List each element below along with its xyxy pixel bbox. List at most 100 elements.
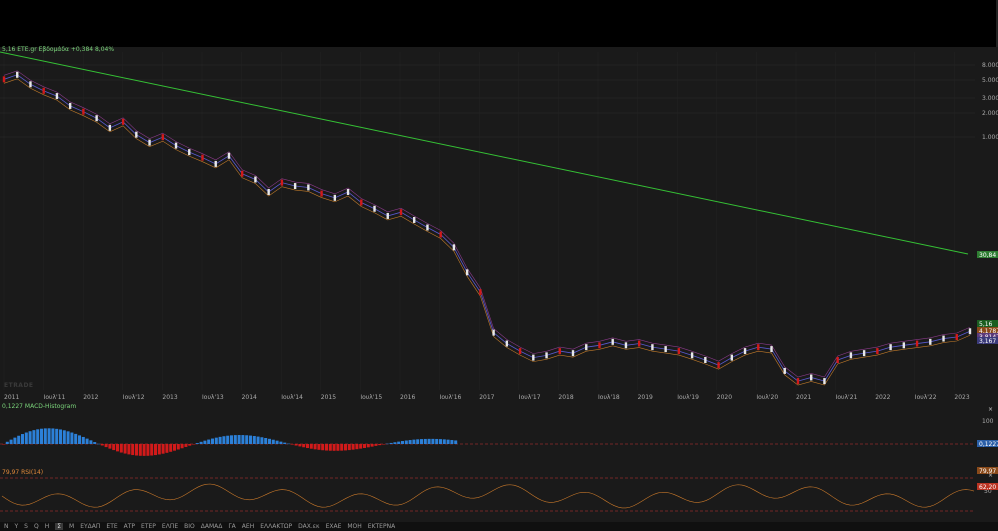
macd-histogram-bar — [51, 428, 55, 444]
price-candle — [889, 344, 892, 351]
x-tick-label: Ιουλ'11 — [44, 394, 66, 401]
x-tick-label: 2023 — [954, 394, 969, 401]
macd-histogram-bar — [17, 435, 21, 444]
toolbar-item[interactable]: ΕΤΕ — [106, 523, 118, 530]
toolbar-item[interactable]: Μ — [69, 523, 75, 530]
price-label-badge — [977, 337, 998, 344]
price-candle — [545, 352, 548, 359]
price-candle — [108, 124, 112, 131]
x-tick-label: 2018 — [558, 394, 573, 401]
macd-histogram-bar — [165, 444, 169, 453]
toolbar-item[interactable]: ΓΑ — [228, 523, 236, 530]
toolbar-item[interactable]: ΕΛΛΑΚΤΩΡ — [260, 523, 293, 530]
macd-histogram-bar — [40, 428, 43, 444]
macd-histogram-bar — [211, 438, 214, 444]
toolbar-item[interactable]: ΜΟΗ — [347, 523, 362, 530]
price-candle — [611, 338, 614, 345]
macd-histogram-bar — [9, 439, 13, 444]
toolbar-item[interactable]: ΕΤΕΡ — [141, 523, 156, 530]
x-tick-label: Ιουλ'19 — [677, 394, 699, 401]
price-candle — [426, 224, 429, 231]
toolbar-item[interactable]: DAX.εκ — [298, 523, 320, 530]
toolbar-item[interactable]: ΕΛΠΕ — [161, 523, 179, 530]
macd-histogram-bar — [363, 444, 366, 448]
macd-histogram-bar — [298, 444, 302, 447]
rsi-line — [1, 483, 975, 509]
x-tick-label: Ιουλ'16 — [440, 394, 462, 401]
price-candle — [121, 118, 125, 125]
price-label: 5,16 — [979, 321, 993, 328]
toolbar-item[interactable]: ΑΤΡ — [123, 523, 136, 530]
macd-histogram-bar — [176, 444, 180, 450]
macd-histogram-bar — [138, 444, 142, 456]
toolbar-item[interactable]: ΕΧΑΕ — [325, 523, 342, 530]
price-y-tick-label: 5.000 — [982, 77, 998, 84]
price-candle — [664, 346, 667, 353]
toolbar-item[interactable]: ΔΑΜΑΔ — [200, 523, 223, 530]
price-candle — [532, 354, 535, 361]
price-y-tick-label: 2.000 — [982, 110, 998, 117]
macd-histogram-bar — [442, 439, 446, 444]
price-candle — [452, 244, 456, 251]
toolbar-item[interactable]: ΑΕΗ — [241, 523, 255, 530]
bollinger-upper-band — [3, 70, 971, 378]
price-candle — [717, 362, 720, 369]
price-candle — [465, 269, 469, 276]
macd-histogram-bar — [385, 443, 389, 445]
toolbar-item[interactable]: ΕΚΤΕΡΝΑ — [367, 523, 396, 530]
price-candle — [399, 209, 403, 216]
toolbar-item[interactable]: Σ — [55, 523, 64, 530]
macd-histogram-bar — [340, 444, 344, 451]
x-tick-label: Ιουλ'18 — [598, 394, 620, 401]
price-label: 4,1787 — [979, 328, 998, 335]
toolbar-item[interactable]: Ν — [4, 523, 9, 530]
toolbar-item[interactable]: ΒΙΟ — [184, 523, 195, 530]
macd-histogram-bar — [100, 444, 104, 446]
macd-histogram-bar — [55, 428, 59, 444]
price-candle — [386, 212, 389, 219]
macd-y-tick-label: 100 — [982, 418, 994, 425]
close-panel-icon[interactable]: × — [988, 472, 993, 479]
price-candle — [677, 348, 681, 355]
price-candle — [929, 338, 932, 345]
price-candle — [810, 374, 813, 381]
price-candle — [571, 350, 575, 357]
macd-histogram-bar — [321, 444, 325, 451]
macd-histogram-bar — [97, 443, 100, 445]
macd-histogram-bar — [135, 444, 138, 456]
toolbar-item[interactable]: Η — [44, 523, 50, 530]
macd-histogram-bar — [222, 436, 226, 444]
price-candle — [968, 328, 972, 335]
price-candle — [227, 152, 231, 159]
macd-histogram-bar — [245, 435, 249, 444]
macd-histogram-bar — [62, 430, 66, 444]
price-candle — [704, 357, 707, 364]
macd-histogram-bar — [24, 432, 28, 444]
macd-histogram-bar — [347, 444, 351, 451]
macd-histogram-bar — [78, 435, 81, 444]
macd-histogram-bar — [275, 440, 279, 444]
toolbar-item[interactable]: Υ — [14, 523, 19, 530]
toolbar-item[interactable]: S — [24, 523, 28, 530]
price-series-label: 5,16 ETE.gr Εβδομάδα +0,384 8,04% — [2, 46, 114, 53]
price-y-tick-label: 3.000 — [982, 95, 998, 102]
macd-histogram-bar — [123, 444, 127, 454]
macd-pane — [0, 428, 975, 456]
close-panel-icon[interactable]: × — [988, 406, 993, 413]
rsi-pane — [0, 477, 975, 512]
macd-histogram-bar — [370, 444, 374, 447]
macd-histogram-bar — [423, 438, 427, 444]
macd-histogram-bar — [420, 439, 423, 444]
price-candle — [849, 352, 853, 359]
price-candle — [413, 216, 416, 223]
macd-histogram-bar — [108, 444, 112, 449]
price-candle — [439, 231, 442, 238]
macd-histogram-bar — [112, 444, 116, 451]
price-candle — [518, 348, 522, 355]
x-tick-label: Ιουλ'13 — [202, 394, 224, 401]
moving-average-line — [3, 74, 971, 382]
toolbar-item[interactable]: ΕΥΔΑΠ — [80, 523, 101, 530]
macd-histogram-bar — [116, 444, 119, 452]
toolbar-item[interactable]: Q — [33, 523, 39, 530]
